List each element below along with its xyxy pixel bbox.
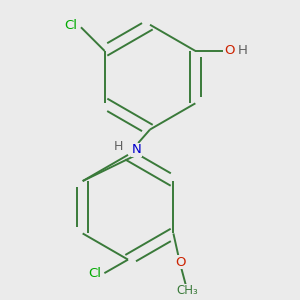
Text: O: O [175, 256, 185, 269]
Text: N: N [132, 143, 141, 156]
Text: H: H [238, 44, 248, 57]
Text: Cl: Cl [64, 19, 78, 32]
Text: O: O [224, 44, 234, 57]
Text: H: H [114, 140, 123, 153]
Text: Cl: Cl [88, 267, 101, 280]
Text: CH₃: CH₃ [176, 284, 198, 297]
